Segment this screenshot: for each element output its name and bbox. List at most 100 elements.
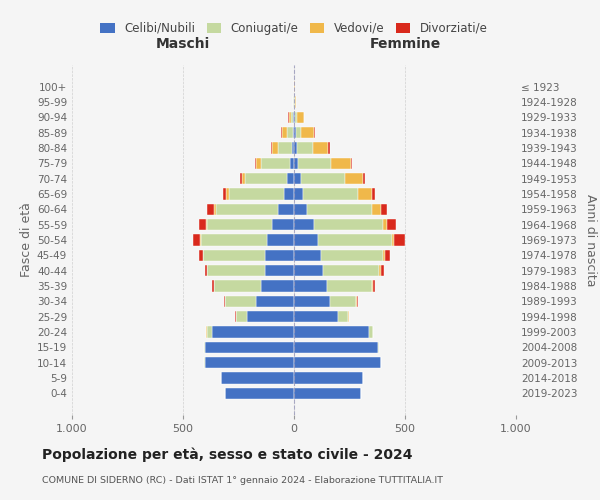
Bar (293, 127, 294, 138)
Bar (265, 265, 294, 276)
Bar (380, 357, 381, 368)
Bar (307, 204, 372, 215)
Bar (294, 219, 314, 230)
Bar (372, 188, 375, 200)
Bar (212, 326, 294, 338)
Bar (193, 234, 200, 246)
Bar (295, 112, 298, 123)
Bar (212, 280, 214, 292)
Bar (385, 250, 390, 261)
Bar (294, 372, 363, 384)
Bar (292, 142, 294, 154)
Bar (363, 173, 365, 184)
Bar (206, 219, 208, 230)
Bar (294, 250, 320, 261)
Legend: Celibi/Nubili, Coniugati/e, Vedovi/e, Divorziati/e: Celibi/Nubili, Coniugati/e, Vedovi/e, Di… (100, 22, 488, 35)
Bar (298, 158, 331, 169)
Bar (208, 219, 272, 230)
Bar (372, 280, 373, 292)
Bar (272, 219, 294, 230)
Bar (229, 188, 284, 200)
Bar (294, 296, 329, 307)
Bar (242, 173, 245, 184)
Bar (350, 158, 352, 169)
Text: Maschi: Maschi (156, 37, 210, 51)
Bar (294, 326, 370, 338)
Bar (294, 173, 301, 184)
Bar (278, 204, 294, 215)
Bar (205, 342, 294, 353)
Bar (268, 234, 294, 246)
Bar (223, 188, 226, 200)
Bar (199, 250, 203, 261)
Bar (216, 204, 278, 215)
Bar (329, 296, 356, 307)
Bar (338, 311, 349, 322)
Text: COMUNE DI SIDERNO (RC) - Dati ISTAT 1° gennaio 2024 - Elaborazione TUTTITALIA.IT: COMUNE DI SIDERNO (RC) - Dati ISTAT 1° g… (42, 476, 443, 485)
Bar (373, 280, 375, 292)
Bar (294, 342, 379, 353)
Bar (281, 127, 282, 138)
Bar (282, 127, 287, 138)
Bar (313, 142, 328, 154)
Bar (290, 158, 294, 169)
Bar (214, 280, 260, 292)
Bar (380, 204, 387, 215)
Bar (298, 142, 313, 154)
Bar (240, 173, 242, 184)
Bar (289, 112, 291, 123)
Bar (256, 158, 260, 169)
Bar (265, 250, 294, 261)
Bar (383, 219, 387, 230)
Text: Femmine: Femmine (370, 37, 440, 51)
Bar (383, 250, 385, 261)
Bar (301, 127, 314, 138)
Bar (260, 280, 294, 292)
Bar (271, 142, 272, 154)
Bar (255, 158, 256, 169)
Bar (394, 234, 405, 246)
Y-axis label: Fasce di età: Fasce di età (20, 202, 33, 278)
Bar (294, 311, 338, 322)
Bar (278, 142, 292, 154)
Bar (356, 296, 358, 307)
Bar (331, 158, 350, 169)
Bar (225, 296, 256, 307)
Bar (301, 173, 345, 184)
Bar (345, 173, 363, 184)
Bar (294, 388, 361, 399)
Bar (294, 234, 319, 246)
Bar (221, 372, 294, 384)
Bar (323, 265, 379, 276)
Bar (225, 388, 294, 399)
Bar (199, 219, 206, 230)
Bar (272, 142, 278, 154)
Bar (224, 296, 225, 307)
Bar (214, 204, 217, 215)
Bar (358, 188, 372, 200)
Bar (294, 112, 295, 123)
Bar (294, 188, 303, 200)
Bar (294, 204, 307, 215)
Bar (387, 219, 396, 230)
Bar (303, 188, 358, 200)
Bar (203, 250, 265, 261)
Bar (294, 265, 323, 276)
Bar (245, 173, 287, 184)
Bar (201, 234, 268, 246)
Y-axis label: Anni di nascita: Anni di nascita (584, 194, 597, 286)
Bar (294, 280, 328, 292)
Bar (328, 142, 329, 154)
Bar (287, 173, 294, 184)
Bar (205, 357, 294, 368)
Bar (208, 326, 212, 338)
Bar (200, 234, 201, 246)
Bar (380, 265, 384, 276)
Bar (287, 127, 293, 138)
Bar (208, 265, 265, 276)
Bar (208, 204, 214, 215)
Text: Popolazione per età, sesso e stato civile - 2024: Popolazione per età, sesso e stato civil… (42, 448, 413, 462)
Bar (392, 234, 394, 246)
Bar (205, 265, 207, 276)
Bar (328, 280, 372, 292)
